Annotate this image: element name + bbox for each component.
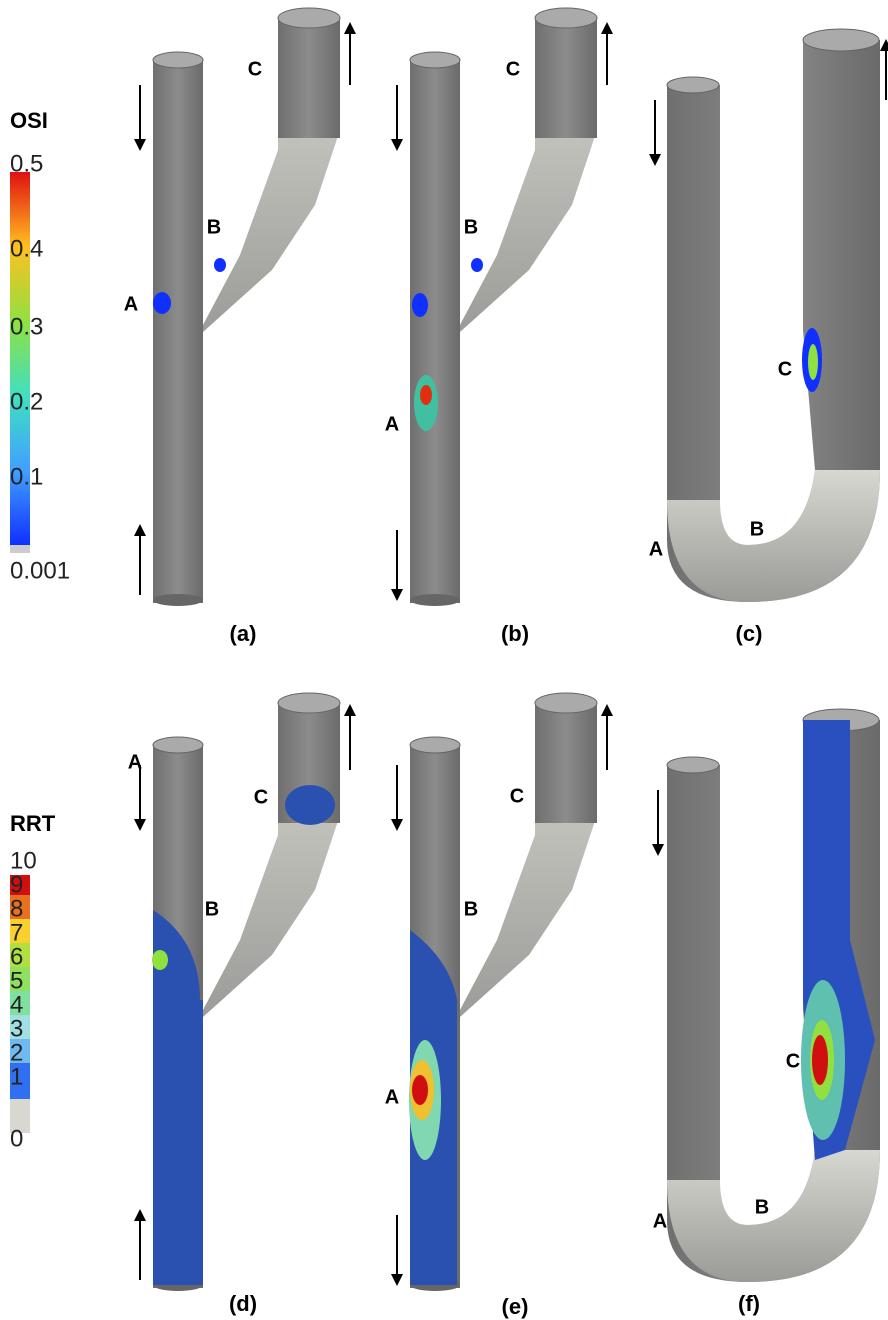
point-label: C: [506, 58, 520, 80]
point-label: A: [653, 1210, 667, 1232]
colorbar-label: 0.1: [10, 463, 43, 490]
panel-d: [140, 693, 350, 1291]
colorbar-label: 5: [10, 967, 23, 994]
panel-caption: (f): [738, 1291, 760, 1316]
colorbar-title: OSI: [10, 108, 48, 133]
point-label: B: [755, 1196, 769, 1218]
colorbar-label: 0.5: [10, 150, 43, 177]
panel-a: [140, 8, 350, 606]
point-label: C: [778, 358, 792, 380]
osi-colorbar: [10, 172, 30, 553]
colorbar-label: 10: [10, 847, 37, 874]
colorbar-label: 2: [10, 1039, 23, 1066]
colorbar-label: 4: [10, 991, 23, 1018]
colorbar-label: 8: [10, 895, 23, 922]
colorbar-label: 9: [10, 871, 23, 898]
colorbar-label: 0.3: [10, 313, 43, 340]
point-label: A: [385, 1086, 399, 1108]
colorbar-label: 7: [10, 919, 23, 946]
colorbar-title: RRT: [10, 811, 56, 836]
point-label: A: [649, 538, 663, 560]
colorbar-label: 0.001: [10, 557, 70, 584]
colorbar-label: 6: [10, 943, 23, 970]
panel-caption: (b): [501, 621, 529, 646]
point-label: A: [124, 293, 138, 315]
point-label: B: [750, 518, 764, 540]
point-label: C: [786, 1050, 800, 1072]
point-label: C: [510, 785, 524, 807]
panel-caption: (e): [502, 1294, 529, 1319]
point-label: C: [254, 786, 268, 808]
colorbar-label: 0.2: [10, 388, 43, 415]
panel-b: [397, 8, 607, 606]
panel-caption: (a): [230, 621, 257, 646]
panel-e: [397, 693, 607, 1291]
panel-c: [655, 29, 886, 602]
figure: OSI0.50.40.30.20.10.001RRT109876543210(a…: [0, 0, 888, 1320]
colorbar-label: 0.4: [10, 235, 43, 262]
colorbar-label: 3: [10, 1015, 23, 1042]
colorbar-label: 1: [10, 1063, 23, 1090]
point-label: A: [128, 751, 142, 773]
point-label: B: [464, 216, 478, 238]
point-label: B: [207, 216, 221, 238]
panel-caption: (c): [736, 621, 763, 646]
point-label: B: [205, 898, 219, 920]
point-label: A: [385, 413, 399, 435]
point-label: B: [464, 898, 478, 920]
point-label: C: [248, 58, 262, 80]
panel-caption: (d): [229, 1291, 257, 1316]
colorbar-label: 0: [10, 1125, 23, 1152]
